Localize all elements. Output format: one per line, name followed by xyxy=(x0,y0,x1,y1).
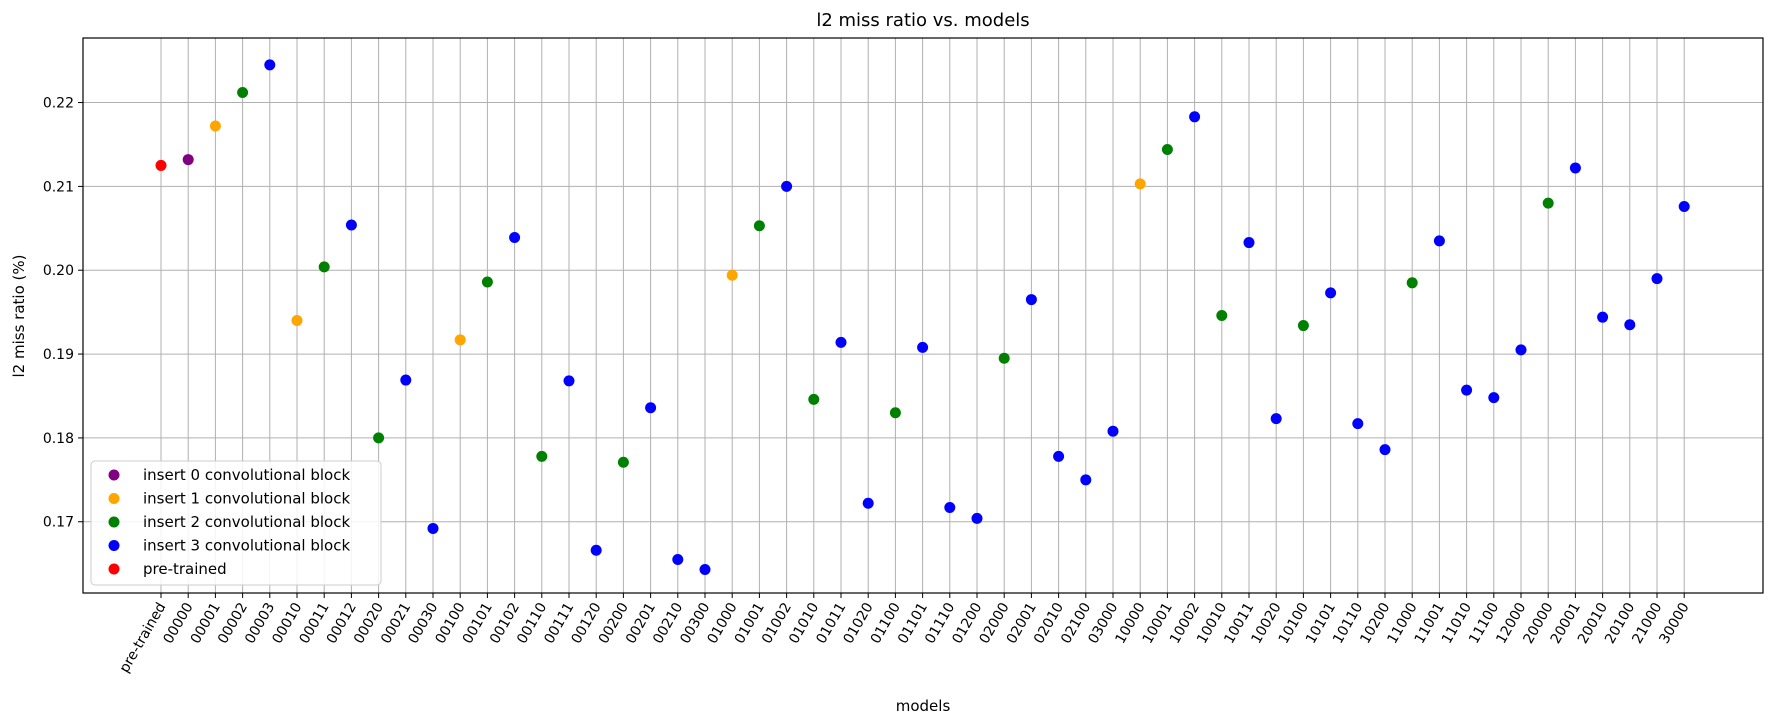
data-point xyxy=(1053,450,1065,462)
y-tick-label: 0.18 xyxy=(43,431,74,447)
data-point xyxy=(590,544,602,556)
y-tick-label: 0.21 xyxy=(43,179,74,195)
data-point xyxy=(291,315,303,327)
chart-title: l2 miss ratio vs. models xyxy=(816,10,1029,31)
data-point xyxy=(454,334,466,346)
data-point xyxy=(835,336,847,348)
data-point xyxy=(1297,320,1309,332)
data-point xyxy=(563,375,575,387)
data-point xyxy=(427,522,439,534)
data-point xyxy=(209,120,221,132)
legend-entry: insert 2 convolutional block xyxy=(143,513,350,531)
data-point xyxy=(726,269,738,281)
data-point xyxy=(1461,384,1473,396)
data-point xyxy=(1161,144,1173,156)
data-point xyxy=(808,393,820,405)
data-point xyxy=(264,59,276,71)
data-point xyxy=(753,220,765,232)
data-point xyxy=(862,497,874,509)
legend-marker xyxy=(108,563,120,575)
legend: insert 0 convolutional block insert 1 con… xyxy=(90,460,382,586)
legend-marker xyxy=(108,493,120,504)
data-point xyxy=(373,432,385,444)
y-tick-label: 0.17 xyxy=(43,515,74,531)
data-point xyxy=(1325,287,1337,299)
data-point xyxy=(1352,418,1364,430)
data-point xyxy=(889,407,901,419)
data-point xyxy=(1134,178,1146,190)
data-point xyxy=(1216,310,1228,321)
data-point xyxy=(1270,413,1282,425)
data-point xyxy=(1488,392,1500,404)
data-points xyxy=(155,59,1690,576)
legend-entry: insert 1 convolutional block xyxy=(143,490,350,508)
data-point xyxy=(1189,111,1201,123)
legend-box xyxy=(90,460,382,586)
y-tick-label: 0.19 xyxy=(43,347,74,363)
data-point xyxy=(400,374,412,386)
data-point xyxy=(1406,277,1418,289)
data-point xyxy=(481,276,493,288)
y-axis: 0.17 0.18 0.19 0.20 0.21 0.22 xyxy=(43,96,83,531)
data-point xyxy=(1080,474,1092,486)
data-point xyxy=(998,352,1010,364)
data-point xyxy=(917,341,929,353)
y-tick-label: 0.22 xyxy=(43,96,74,112)
data-point xyxy=(1651,273,1663,285)
data-point xyxy=(318,261,330,273)
data-point xyxy=(1243,237,1255,249)
data-point xyxy=(1379,444,1391,456)
data-point xyxy=(182,154,194,166)
legend-entry: insert 0 convolutional block xyxy=(143,466,350,484)
x-axis-label: models xyxy=(896,697,951,715)
data-point xyxy=(1515,344,1527,356)
data-point xyxy=(155,159,167,171)
data-point xyxy=(1107,425,1119,437)
y-axis-label: l2 miss ratio (%) xyxy=(10,255,28,378)
data-point xyxy=(672,553,684,565)
data-point xyxy=(944,501,956,513)
x-axis: pre-trained00000000010000200003000100001… xyxy=(117,593,1693,676)
data-point xyxy=(699,564,711,576)
data-point xyxy=(1433,235,1445,247)
data-point xyxy=(509,232,521,244)
data-point xyxy=(345,219,357,231)
data-point xyxy=(536,450,548,462)
legend-marker xyxy=(108,516,120,528)
data-point xyxy=(1624,319,1636,331)
data-point xyxy=(1542,197,1554,209)
legend-entry: insert 3 convolutional block xyxy=(143,537,350,555)
data-point xyxy=(1597,311,1609,323)
data-point xyxy=(237,86,249,98)
data-point xyxy=(645,402,657,414)
legend-entry: pre-trained xyxy=(143,560,227,578)
data-point xyxy=(1025,294,1037,306)
legend-marker xyxy=(108,540,120,551)
data-point xyxy=(1569,162,1581,174)
legend-marker xyxy=(108,469,120,481)
data-point xyxy=(781,180,793,192)
data-point xyxy=(971,512,983,524)
y-tick-label: 0.20 xyxy=(43,263,74,279)
data-point xyxy=(1678,201,1690,213)
data-point xyxy=(617,456,629,468)
